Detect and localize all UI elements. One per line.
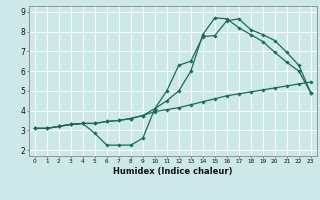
X-axis label: Humidex (Indice chaleur): Humidex (Indice chaleur) — [113, 167, 233, 176]
